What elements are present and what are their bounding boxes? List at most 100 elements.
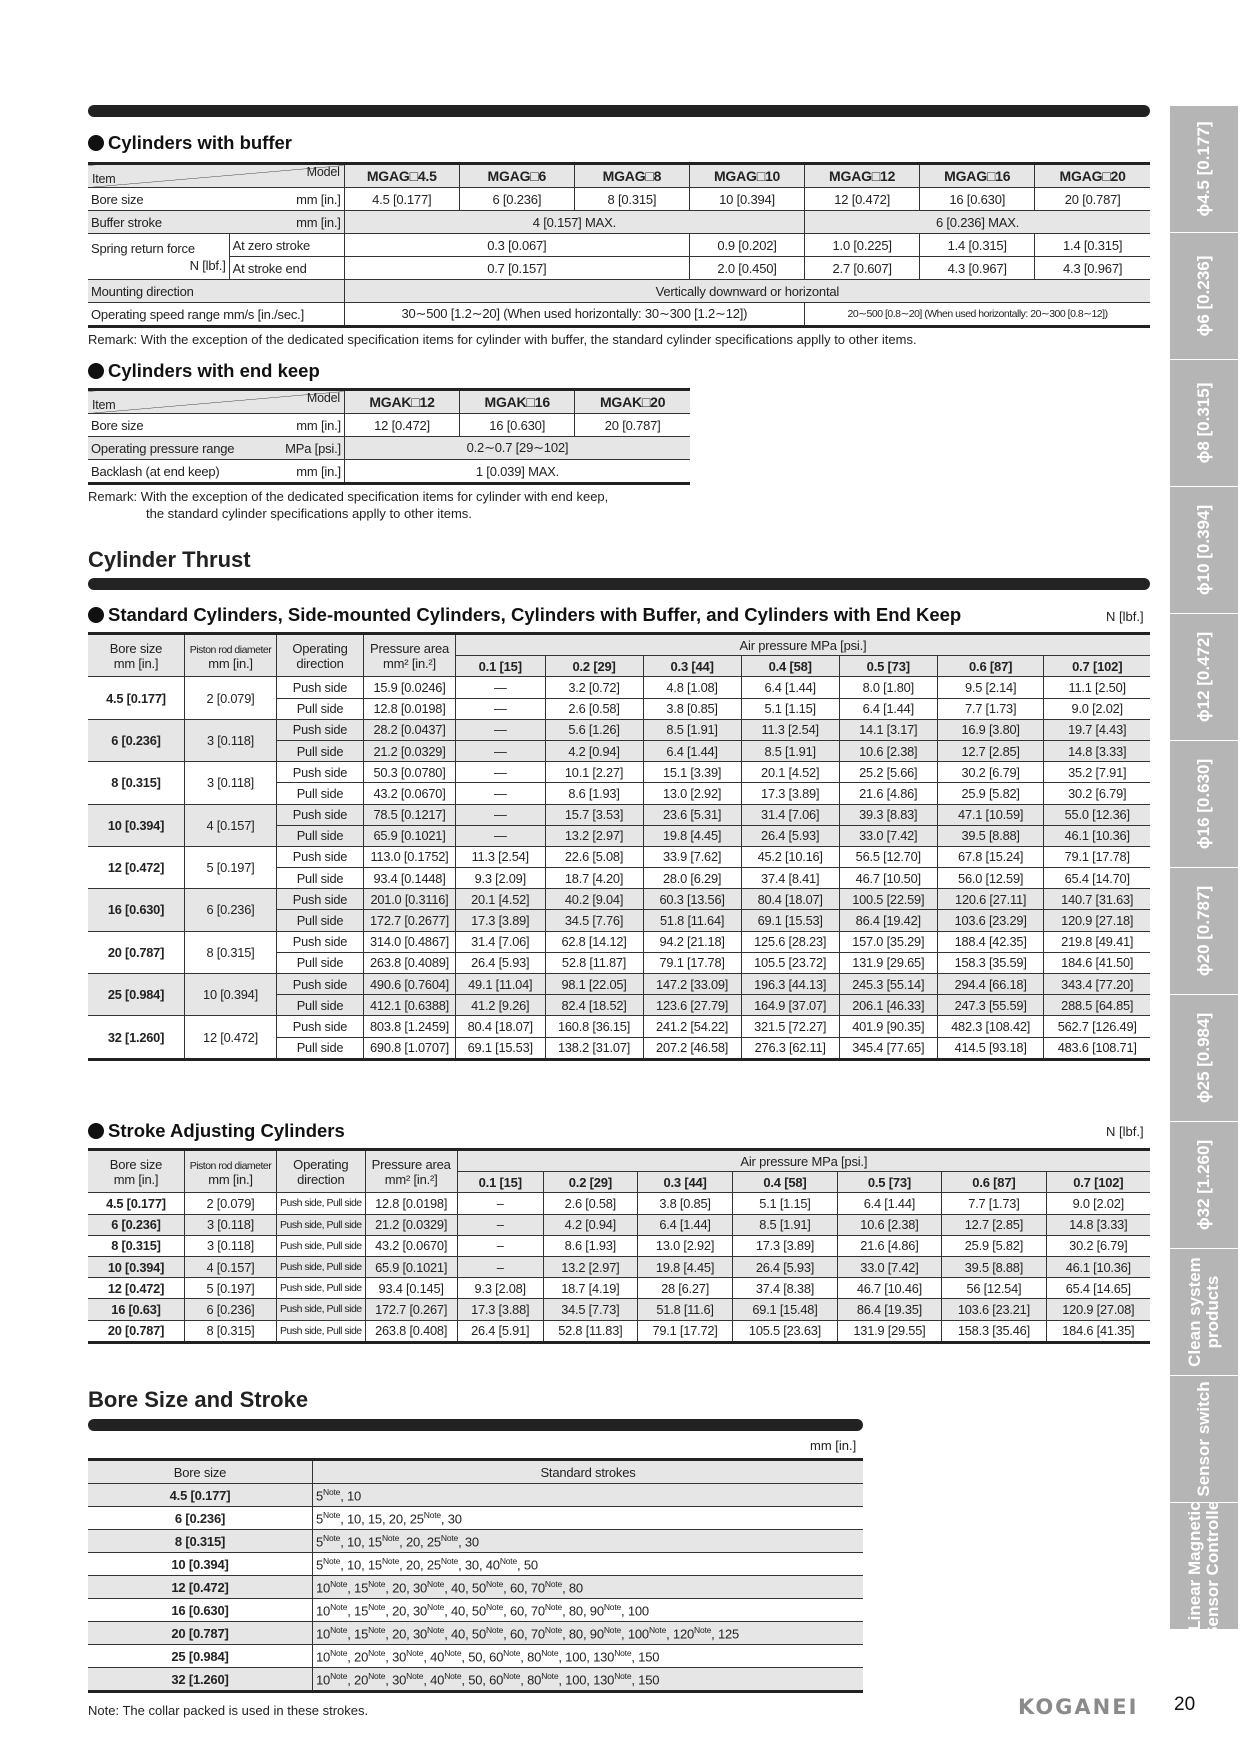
side-tab[interactable]: Clean system products (1170, 1249, 1238, 1376)
note-mark: Note (440, 1532, 459, 1543)
note-mark: Note (485, 1624, 504, 1635)
note-mark: Note (541, 1670, 559, 1681)
thrust-value-cell: 2.6 [0.58] (544, 697, 644, 720)
side-tab[interactable]: ϕ12 [0.472] (1170, 614, 1238, 741)
thrust-value-cell: 120.9 [27.18] (1043, 909, 1150, 932)
side-tab[interactable]: ϕ25 [0.984] (1170, 995, 1238, 1122)
thrust-value-cell: 56.0 [12.59] (936, 867, 1045, 890)
side-tab-label: Clean system products (1185, 1257, 1222, 1367)
side-tab-label: ϕ8 [0.315] (1194, 382, 1213, 464)
note-mark: Note (427, 1601, 445, 1612)
stroke-value: 10 (316, 1603, 331, 1619)
thrust-value-cell: 11.1 [2.50] (1043, 676, 1150, 699)
section-title-stroke-adj: Stroke Adjusting Cylinders (88, 1120, 345, 1142)
side-tab-index: ϕ4.5 [0.177] ϕ6 [0.236] ϕ8 [0.315] ϕ10 [0.3… (1170, 106, 1238, 1630)
bore-cell: 10 [0.394] (88, 803, 185, 847)
thrust-value-cell: 19.8 [4.45] (636, 1255, 734, 1279)
thrust-value-cell: 52.8 [11.87] (544, 951, 644, 975)
thrust-value-cell: 34.5 [7.76] (544, 909, 644, 932)
bore-cell: 4.5 [0.177] (88, 676, 185, 720)
thrust-value-cell: 86.4 [19.42] (838, 909, 938, 932)
thrust-value-cell: 14.1 [3.17] (838, 718, 938, 741)
note-mark: Note (330, 1624, 348, 1635)
direction-cell: Push side, Pull side (276, 1213, 366, 1236)
stroke-value: 130 (593, 1672, 615, 1688)
area-cell: 65.9 [0.1021] (364, 1255, 458, 1279)
thrust-value-cell: 46.1 [10.36] (1045, 1255, 1150, 1279)
stroke-value: 40 (430, 1672, 445, 1688)
thrust-value-cell: 25.9 [5.82] (941, 1234, 1047, 1257)
bore-stroke-row: 4.5 [0.177] 5Note, 10 (88, 1483, 863, 1507)
side-tab[interactable]: ϕ8 [0.315] (1170, 360, 1238, 487)
thrust-value-cell: 3.8 [0.85] (636, 1192, 734, 1215)
thrust-value-cell: 8.5 [1.91] (732, 1213, 838, 1236)
note-mark: Note (614, 1670, 632, 1681)
note-mark: Note (694, 1624, 712, 1635)
thrust-value-cell: — (455, 803, 546, 826)
stroke-value: 80 (527, 1672, 542, 1688)
stroke-value: 25 (426, 1557, 441, 1573)
rod-cell: 6 [0.236] (184, 1298, 277, 1321)
bullet-icon (88, 363, 104, 379)
stroke-value: 60 (509, 1626, 525, 1642)
thrust-value-cell: 3.2 [0.72] (544, 676, 644, 699)
thrust-row: 6 [0.236] 3 [0.118] Push side, Pull side 21… (88, 1213, 1150, 1236)
thrust-value-cell: 184.6 [41.35] (1045, 1319, 1150, 1343)
side-tab[interactable]: Sensor switch (1170, 1376, 1238, 1503)
stroke-value: 30 (464, 1534, 479, 1550)
side-tab[interactable]: ϕ4.5 [0.177] (1170, 106, 1238, 233)
bore-cell: 12 [0.472] (88, 1277, 185, 1300)
stroke-adjusting-thrust-table: Bore size mm [in.] Piston rod diameter mm [… (88, 1148, 1150, 1344)
area-cell: 78.5 [0.1217] (363, 803, 456, 826)
pressure-column-header: 0.1 [15] (457, 1171, 544, 1194)
note-mark: Note (503, 1647, 521, 1658)
stroke-value: 100 (565, 1649, 587, 1665)
thrust-value-cell: 5.1 [1.15] (740, 697, 840, 720)
bore-cell: 8 [0.315] (88, 1234, 185, 1257)
model-header: MGAG□4.5 (343, 163, 460, 188)
note-mark: Note (323, 1532, 341, 1543)
thrust-value-cell: 79.1 [17.78] (642, 951, 742, 975)
stroke-value: 15 (354, 1626, 369, 1642)
thrust-value-cell: 10.1 [2.27] (544, 761, 644, 784)
stroke-adj-title-text: Stroke Adjusting Cylinders (108, 1120, 345, 1141)
thrust-value-cell: 56.5 [12.70] (838, 845, 938, 869)
stroke-value: 100 (627, 1603, 649, 1619)
thrust-value-cell: 17.3 [3.89] (455, 909, 546, 932)
thrust-value-cell: 8.6 [1.93] (544, 782, 644, 805)
air-pressure-header: Air pressure MPa [psi.] (455, 632, 1150, 657)
side-tab[interactable]: ϕ10 [0.394] (1170, 487, 1238, 614)
thrust-value-cell: 219.8 [49.41] (1043, 930, 1150, 953)
thrust-value-cell: 65.4 [14.65] (1045, 1277, 1150, 1300)
side-tab-label: ϕ25 [0.984] (1194, 1012, 1213, 1104)
rod-cell: 5 [0.197] (184, 1277, 277, 1300)
thrust-value-cell: 562.7 [126.49] (1043, 1015, 1150, 1038)
thrust-value-cell: 120.6 [27.11] (936, 888, 1045, 911)
side-tab[interactable]: ϕ20 [0.787] (1170, 868, 1238, 995)
strokes-cell: 10Note, 15Note, 20, 30Note, 40, 50Note, … (312, 1621, 863, 1645)
bore-cell: 32 [1.260] (88, 1667, 313, 1692)
pressure-column-header: 0.3 [44] (642, 655, 742, 678)
side-tab[interactable]: ϕ6 [0.236] (1170, 233, 1238, 360)
bore-cell: 25 [0.984] (88, 1644, 313, 1668)
thrust-value-cell: 2.6 [0.58] (542, 1192, 638, 1215)
thrust-value-cell: 51.8 [11.6] (636, 1298, 734, 1321)
side-tab[interactable]: ϕ32 [1.260] (1170, 1122, 1238, 1249)
thrust-value-cell: 123.6 [27.79] (642, 994, 742, 1017)
note-mark: Note (330, 1578, 348, 1589)
endkeep-spec-table: Model Item MGAK□12 MGAK□16 MGAK□20 Bore s… (88, 388, 690, 485)
thrust-row: 12 [0.472] 5 [0.197] Push side 113.0 [0.175… (88, 845, 1150, 890)
thrust-value-cell: 26.4 [5.91] (456, 1319, 544, 1343)
bore-cell: 8 [0.315] (88, 1529, 313, 1553)
thrust-value-cell: 40.2 [9.04] (544, 888, 644, 911)
strokes-cell: 10Note, 15Note, 20, 30Note, 40, 50Note, … (312, 1575, 863, 1599)
thrust-value-cell: 82.4 [18.52] (544, 994, 644, 1017)
thrust-value-cell: 196.3 [44.13] (740, 972, 840, 996)
side-tab[interactable]: Linear Magnetic Sensor Controller (1170, 1503, 1238, 1630)
bore-cell: 8 [0.315] (88, 761, 185, 805)
bore-stroke-title: Bore Size and Stroke (88, 1387, 309, 1412)
side-tab[interactable]: ϕ16 [0.630] (1170, 741, 1238, 868)
stroke-value: 130 (593, 1649, 615, 1665)
stroke-value: 40 (451, 1626, 466, 1642)
thrust-value-cell: 3.8 [0.85] (642, 697, 742, 720)
